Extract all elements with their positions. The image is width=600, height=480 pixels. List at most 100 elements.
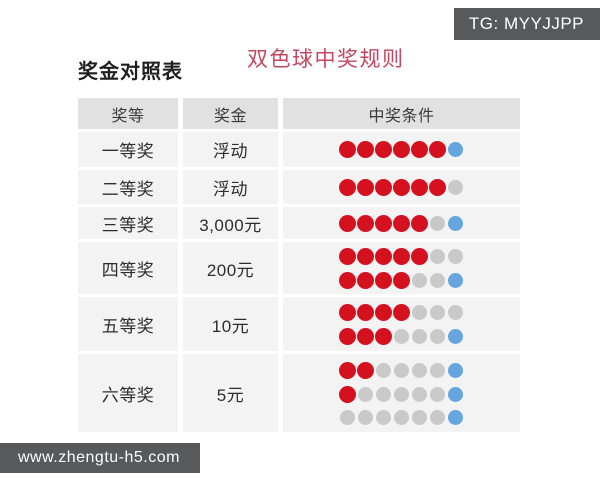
red-ball-icon — [357, 141, 374, 158]
red-ball-icon — [393, 214, 410, 232]
red-ball-icon — [429, 141, 446, 158]
red-ball-icon — [375, 178, 392, 196]
gray-ball-icon — [376, 409, 391, 425]
red-ball-icon — [375, 141, 392, 158]
blue-ball-icon — [448, 272, 463, 288]
gray-ball-icon — [412, 328, 427, 344]
gray-ball-icon — [430, 386, 445, 402]
header-win-condition: 中奖条件 — [283, 98, 520, 129]
red-ball-icon — [339, 361, 356, 379]
gray-ball-icon — [376, 362, 391, 378]
win-condition-cell — [283, 207, 520, 239]
gray-ball-icon — [430, 409, 445, 425]
header-prize-amount: 奖金 — [183, 98, 278, 129]
red-ball-icon — [375, 271, 392, 289]
red-ball-icon — [339, 271, 356, 289]
win-condition-cell — [283, 354, 520, 432]
watermark-url: www.zhengtu-h5.com — [18, 449, 180, 466]
red-ball-icon — [357, 303, 374, 321]
red-ball-icon — [375, 303, 392, 321]
red-ball-icon — [411, 247, 428, 265]
red-ball-icon — [357, 361, 374, 379]
table-row: 四等奖 200元 — [78, 242, 520, 294]
gray-ball-icon — [430, 362, 445, 378]
gray-ball-icon — [358, 409, 373, 425]
prize-amount-cell: 5元 — [183, 354, 278, 432]
ball-line — [339, 409, 465, 425]
ball-line — [339, 247, 465, 265]
gray-ball-icon — [430, 248, 445, 264]
tg-badge-label: TG: MYYJJPP — [468, 14, 584, 33]
gray-ball-icon — [430, 272, 445, 288]
red-ball-icon — [339, 385, 356, 403]
prize-amount-cell: 浮动 — [183, 170, 278, 204]
win-condition-cell — [283, 170, 520, 204]
table-header-row: 奖等 奖金 中奖条件 — [78, 98, 520, 129]
ball-line — [339, 271, 465, 289]
red-ball-icon — [393, 178, 410, 196]
red-ball-icon — [339, 247, 356, 265]
red-ball-icon — [375, 214, 392, 232]
prize-level-cell: 五等奖 — [78, 297, 178, 351]
red-ball-icon — [357, 247, 374, 265]
red-ball-icon — [411, 214, 428, 232]
red-ball-icon — [339, 178, 356, 196]
prize-amount-cell: 3,000元 — [183, 207, 278, 239]
prize-level-cell: 二等奖 — [78, 170, 178, 204]
blue-ball-icon — [448, 142, 463, 157]
red-ball-icon — [339, 303, 356, 321]
header-prize-level: 奖等 — [78, 98, 178, 129]
gray-ball-icon — [412, 304, 427, 320]
gray-ball-icon — [394, 386, 409, 402]
gray-ball-icon — [430, 304, 445, 320]
red-ball-icon — [357, 271, 374, 289]
table-row: 六等奖 5元 — [78, 354, 520, 432]
win-condition-cell — [283, 297, 520, 351]
gray-ball-icon — [412, 409, 427, 425]
gray-ball-icon — [394, 409, 409, 425]
prize-level-cell: 六等奖 — [78, 354, 178, 432]
prize-table: 奖等 奖金 中奖条件 一等奖 浮动 二等奖 浮动 三等奖 3,000元 四等奖 200元 五等奖… — [78, 98, 520, 435]
red-ball-icon — [411, 141, 428, 158]
ball-line — [339, 178, 465, 196]
ball-line — [339, 327, 465, 345]
red-ball-icon — [339, 141, 356, 158]
table-row: 三等奖 3,000元 — [78, 207, 520, 239]
blue-ball-icon — [448, 409, 463, 425]
subtitle: 双色球中奖规则 — [247, 48, 405, 71]
watermark-bar: www.zhengtu-h5.com — [0, 443, 200, 473]
ball-line — [339, 303, 465, 321]
gray-ball-icon — [412, 272, 427, 288]
gray-ball-icon — [340, 409, 355, 425]
red-ball-icon — [339, 327, 356, 345]
red-ball-icon — [393, 303, 410, 321]
gray-ball-icon — [412, 386, 427, 402]
prize-amount-cell: 浮动 — [183, 132, 278, 167]
table-row: 五等奖 10元 — [78, 297, 520, 351]
blue-ball-icon — [448, 362, 463, 378]
page-title: 奖金对照表 — [78, 61, 183, 83]
table-row: 一等奖 浮动 — [78, 132, 520, 167]
gray-ball-icon — [448, 304, 463, 320]
ball-line — [339, 361, 465, 379]
table-row: 二等奖 浮动 — [78, 170, 520, 204]
prize-amount-cell: 10元 — [183, 297, 278, 351]
prize-amount-cell: 200元 — [183, 242, 278, 294]
prize-level-cell: 四等奖 — [78, 242, 178, 294]
gray-ball-icon — [412, 362, 427, 378]
red-ball-icon — [411, 178, 428, 196]
gray-ball-icon — [430, 215, 445, 231]
prize-level-cell: 一等奖 — [78, 132, 178, 167]
win-condition-cell — [283, 242, 520, 294]
red-ball-icon — [375, 327, 392, 345]
red-ball-icon — [393, 247, 410, 265]
gray-ball-icon — [394, 328, 409, 344]
ball-line — [339, 141, 465, 158]
red-ball-icon — [393, 141, 410, 158]
blue-ball-icon — [448, 215, 463, 231]
tg-badge: TG: MYYJJPP — [453, 8, 600, 40]
gray-ball-icon — [376, 386, 391, 402]
red-ball-icon — [357, 327, 374, 345]
ball-line — [339, 385, 465, 403]
